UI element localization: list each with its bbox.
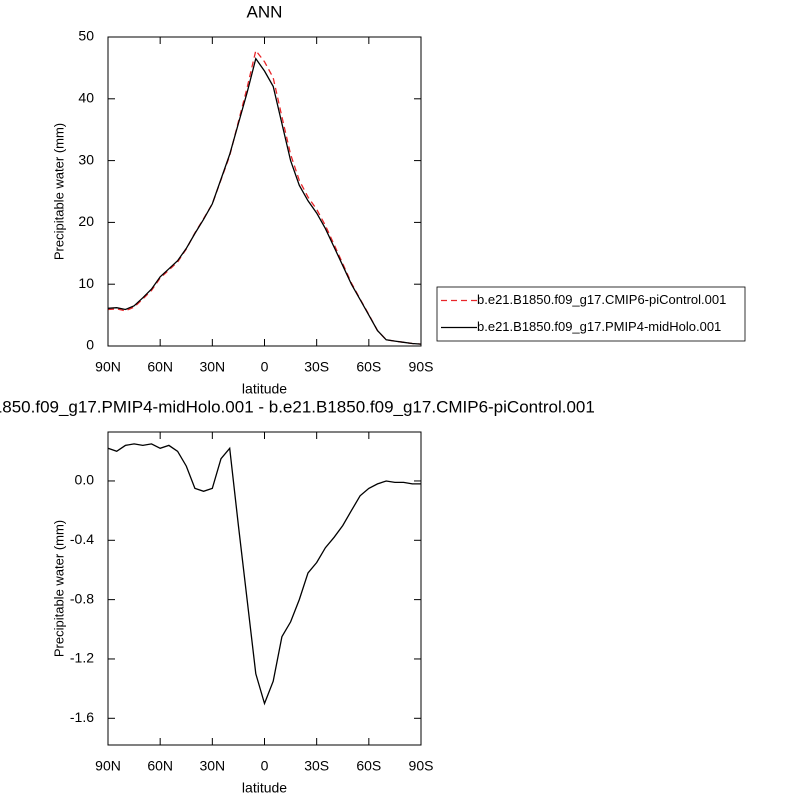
x-axis-label: latitude — [242, 381, 287, 397]
y-tick-label: 40 — [78, 90, 94, 106]
y-tick-label: 0.0 — [75, 472, 95, 488]
x-tick-label: 60N — [147, 359, 173, 375]
x-tick-label: 60N — [147, 758, 173, 774]
line-series — [107, 57, 422, 345]
line-series — [107, 49, 422, 345]
x-tick-label: 30N — [199, 359, 225, 375]
y-tick-label: 20 — [78, 213, 94, 229]
x-tick-label: 60S — [356, 359, 381, 375]
x-tick-label: 90S — [409, 758, 434, 774]
x-tick-label: 30N — [199, 758, 225, 774]
y-axis-label: Precipitable water (mm) — [51, 520, 66, 657]
y-tick-label: -1.2 — [70, 650, 94, 666]
chart-title: ANN — [247, 2, 283, 21]
y-tick-label: -1.6 — [70, 709, 94, 725]
y-axis-label: Precipitable water (mm) — [51, 123, 66, 260]
x-tick-label: 0 — [261, 359, 269, 375]
legend-label: b.e21.B1850.f09_g17.PMIP4-midHolo.001 — [477, 319, 721, 334]
plot-frame — [107, 431, 422, 746]
line-series — [107, 443, 421, 706]
chart-title: b.e21.B1850.f09_g17.PMIP4-midHolo.001 - … — [0, 397, 595, 416]
x-axis-label: latitude — [242, 780, 287, 796]
x-tick-label: 90N — [95, 758, 121, 774]
legend-box — [436, 286, 746, 342]
y-tick-label: 50 — [78, 28, 94, 44]
legend-label: b.e21.B1850.f09_g17.CMIP6-piControl.001 — [477, 292, 726, 307]
x-tick-label: 30S — [304, 758, 329, 774]
y-tick-label: -0.4 — [70, 531, 94, 547]
y-tick-label: 0 — [86, 337, 94, 353]
x-tick-label: 90N — [95, 359, 121, 375]
plot-frame — [107, 36, 422, 347]
x-tick-label: 0 — [261, 758, 269, 774]
y-tick-label: 10 — [78, 275, 94, 291]
x-tick-label: 90S — [409, 359, 434, 375]
y-tick-label: 30 — [78, 151, 94, 167]
x-tick-label: 60S — [356, 758, 381, 774]
y-tick-label: -0.8 — [70, 590, 94, 606]
x-tick-label: 30S — [304, 359, 329, 375]
